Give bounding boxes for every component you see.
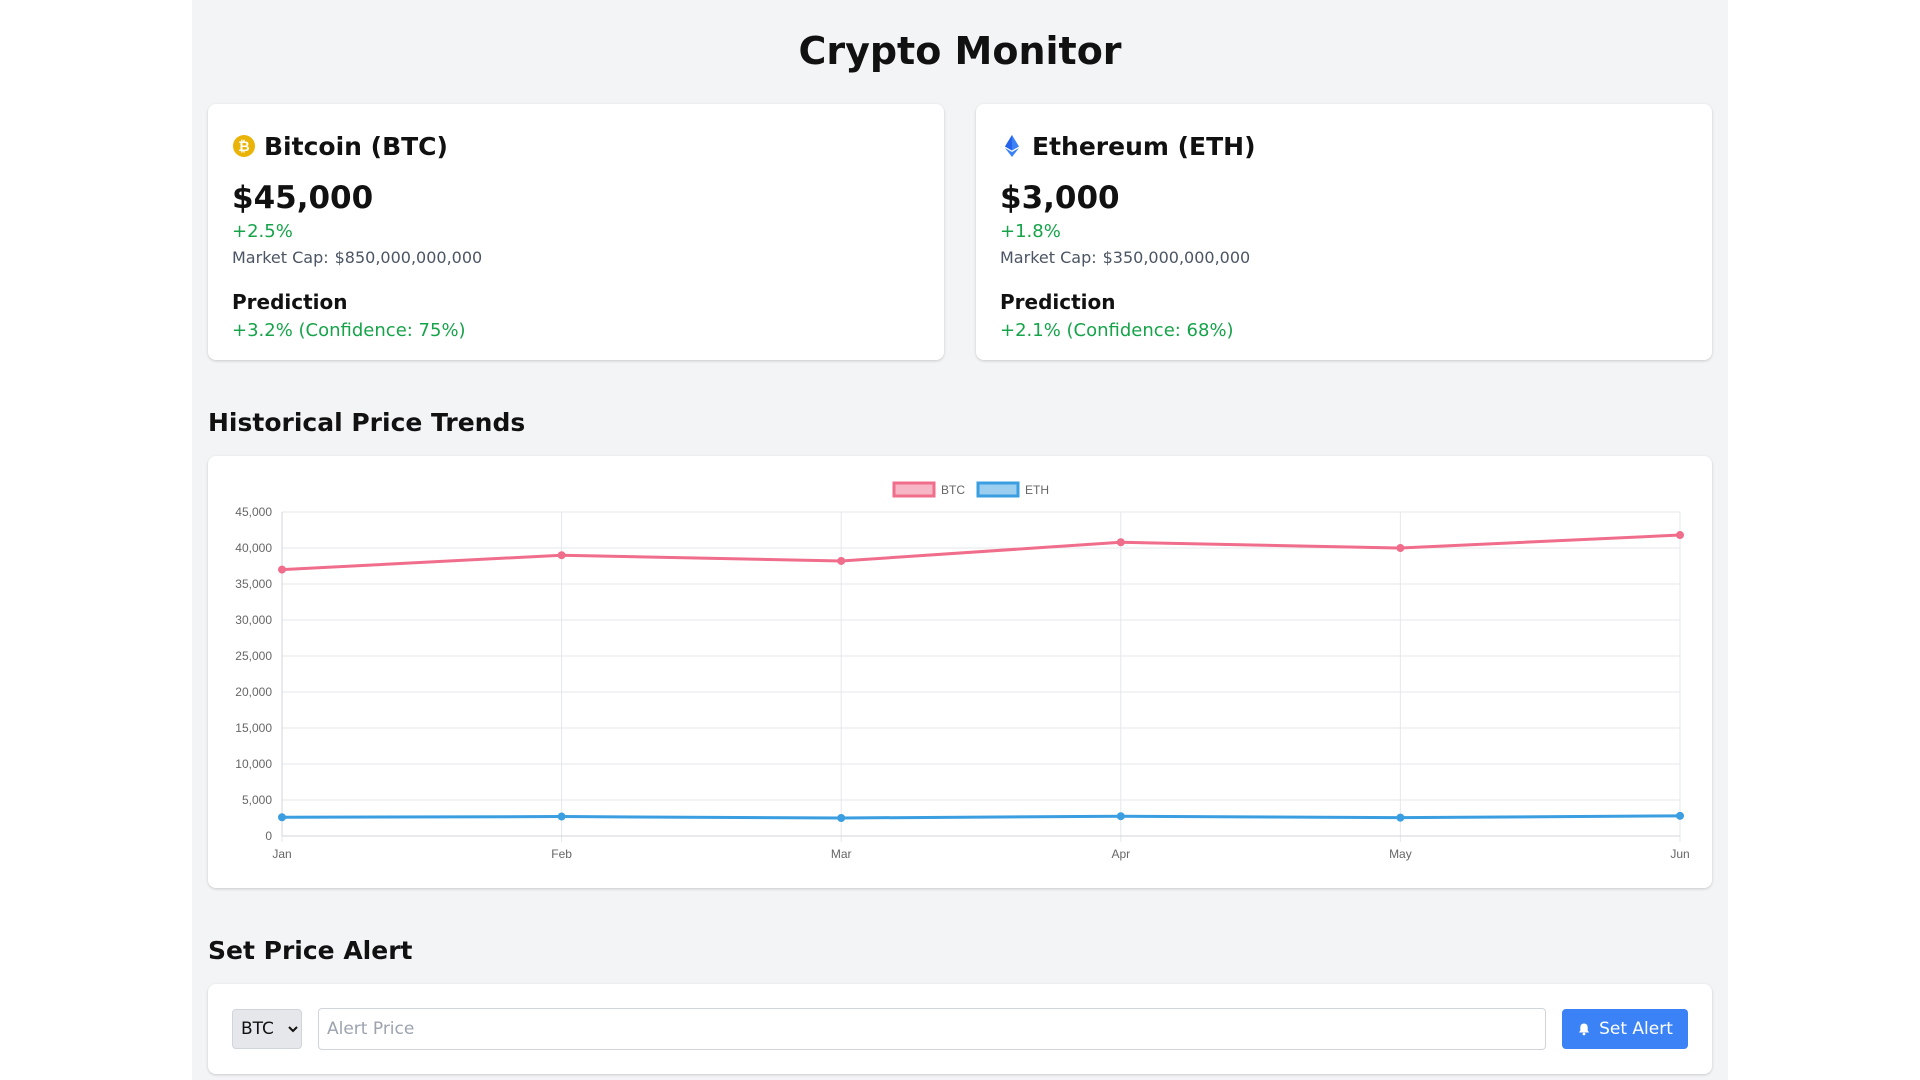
btc-data-point [1116, 538, 1125, 547]
coin-change: +2.5% [232, 221, 293, 242]
bell-icon [1577, 1022, 1591, 1036]
alert-price-input[interactable] [318, 1008, 1546, 1050]
price-chart-card: 0 5,000 10,000 15,000 20,000 25,000 30,000 35,0… [208, 456, 1712, 888]
market-cap-value: $850,000,000,000 [334, 248, 483, 267]
coin-price: $3,000 [1000, 180, 1120, 216]
ethereum-icon [1000, 134, 1024, 158]
market-cap-label: Market Cap: [1000, 248, 1097, 267]
y-tick-label: 25,000 [235, 649, 272, 663]
coin-header: ₿ Bitcoin (BTC) [232, 128, 920, 164]
prediction-title: Prediction [232, 290, 348, 314]
set-alert-button[interactable]: Set Alert [1562, 1009, 1688, 1049]
set-alert-label: Set Alert [1599, 1019, 1673, 1039]
coin-header: Ethereum (ETH) [1000, 128, 1688, 164]
y-tick-label: 10,000 [235, 757, 272, 771]
page-title: Crypto Monitor [798, 29, 1122, 73]
eth-data-point [557, 812, 566, 821]
bitcoin-icon: ₿ [232, 134, 256, 158]
bitcoin-card: ₿ Bitcoin (BTC) $45,000 +2.5% Market Cap… [208, 104, 944, 360]
btc-legend-label: BTC [941, 483, 965, 497]
x-tick-label: May [1389, 847, 1412, 861]
y-tick-label: 0 [265, 829, 272, 843]
coin-select[interactable]: BTC [232, 1009, 302, 1049]
eth-series-line [281, 814, 1681, 820]
y-tick-label: 5,000 [242, 793, 272, 807]
svg-text:₿: ₿ [238, 138, 249, 154]
coin-name: Ethereum (ETH) [1032, 131, 1256, 161]
y-tick-label: 40,000 [235, 541, 272, 555]
btc-data-point [1396, 544, 1405, 552]
x-tick-label: Jun [1670, 847, 1689, 861]
market-cap-label: Market Cap: [232, 248, 329, 267]
y-tick-label: 35,000 [235, 577, 272, 591]
eth-legend-label: ETH [1025, 483, 1049, 497]
ethereum-card: Ethereum (ETH) $3,000 +1.8% Market Cap: $… [976, 104, 1712, 360]
history-section-title: Historical Price Trends [208, 408, 526, 437]
prediction-value: +2.1% (Confidence: 68%) [1000, 320, 1234, 341]
coin-price: $45,000 [232, 180, 374, 216]
eth-data-point [1396, 813, 1405, 822]
eth-data-point [1676, 811, 1684, 820]
price-chart: 0 5,000 10,000 15,000 20,000 25,000 30,000 35,0… [235, 481, 1690, 861]
x-tick-label: Apr [1111, 847, 1130, 861]
market-cap-value: $350,000,000,000 [1102, 248, 1251, 267]
y-tick-label: 30,000 [235, 613, 272, 627]
alert-section-title: Set Price Alert [208, 936, 413, 965]
market-cap: Market Cap: $350,000,000,000 [1000, 246, 1688, 270]
eth-data-point [837, 814, 846, 822]
x-tick-label: Feb [551, 847, 572, 861]
btc-data-point [278, 565, 286, 574]
y-tick-label: 20,000 [235, 685, 272, 699]
btc-data-point [557, 551, 566, 560]
prediction-value: +3.2% (Confidence: 75%) [232, 320, 466, 341]
y-tick-label: 45,000 [235, 505, 272, 519]
coin-change: +1.8% [1000, 221, 1061, 242]
prediction-title: Prediction [1000, 290, 1116, 314]
btc-series-line [281, 533, 1681, 572]
coin-name: Bitcoin (BTC) [264, 131, 448, 161]
y-tick-label: 15,000 [235, 721, 272, 735]
x-tick-label: Mar [831, 847, 852, 861]
btc-legend-swatch [892, 481, 936, 498]
btc-data-point [837, 556, 846, 565]
eth-data-point [278, 813, 286, 822]
eth-legend-swatch [976, 481, 1020, 498]
market-cap: Market Cap: $850,000,000,000 [232, 246, 920, 270]
btc-data-point [1676, 531, 1684, 540]
eth-data-point [1116, 812, 1125, 821]
x-tick-label: Jan [272, 847, 291, 861]
price-alert-form: BTC Set Alert [208, 984, 1712, 1074]
page: Crypto Monitor ₿ Bitcoin (BTC) $45,000 +… [192, 0, 1728, 1080]
